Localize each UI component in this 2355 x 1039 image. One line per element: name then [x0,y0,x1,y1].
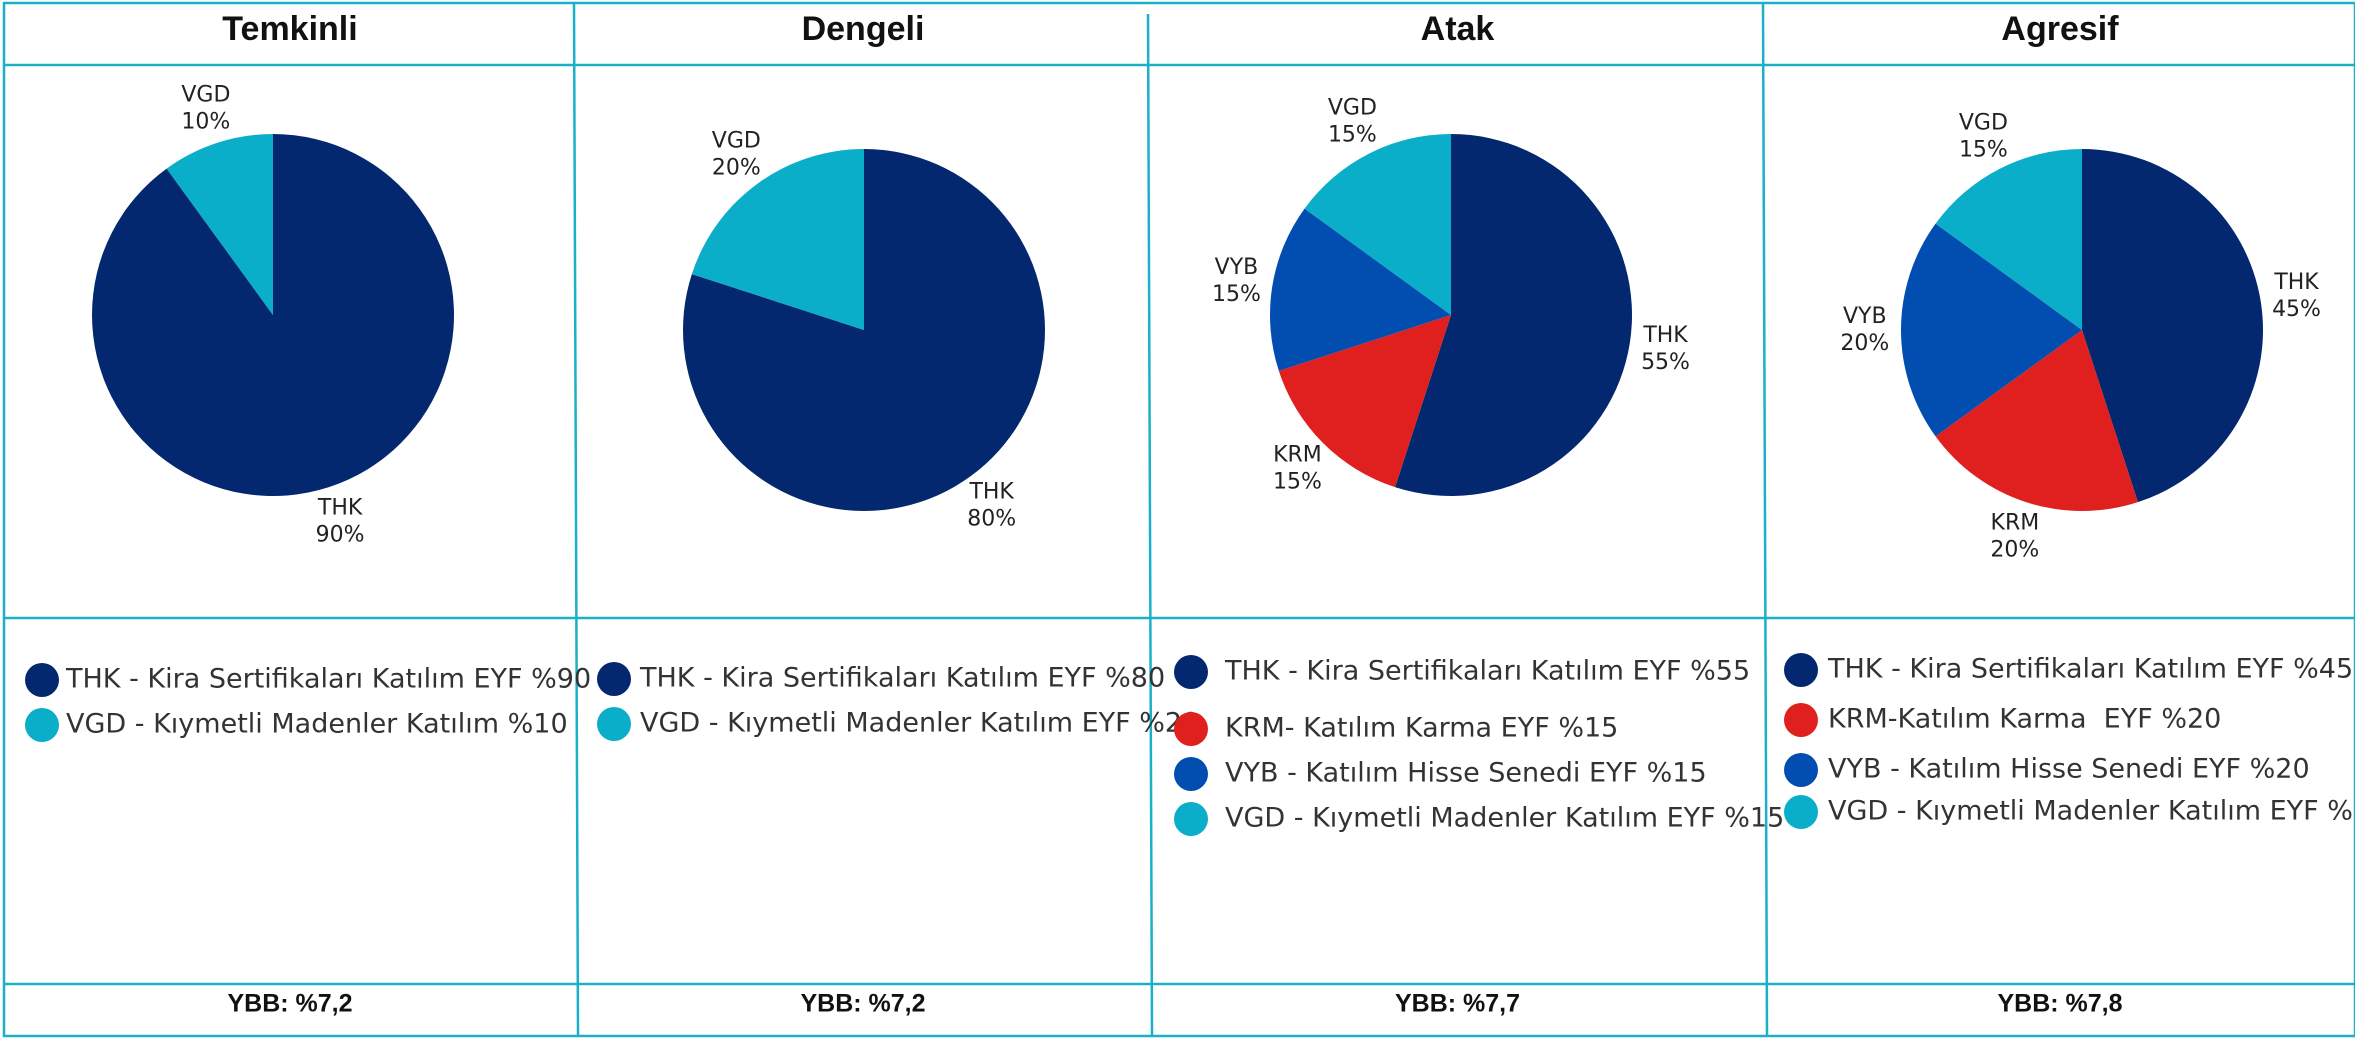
legend-marker [1174,712,1208,746]
slice-value: 10% [181,109,230,134]
legend-entry: VGD - Kıymetli Madenler Katılım EYF %20 [640,708,1199,739]
pie-slice [1901,223,2082,437]
legend-marker [1784,753,1818,787]
slice-value: 45% [2272,297,2321,322]
slice-value: 55% [1641,350,1690,375]
ybb-note: YBB: %7,7 [1395,990,1520,1018]
legend-marker [1784,653,1818,687]
legend-entry: KRM- Katılım Karma EYF %15 [1225,713,1618,744]
slice-category: KRM [1991,511,2040,536]
slice-value: 90% [316,523,365,548]
legend-marker [1784,795,1818,829]
slice-category: VYB [1215,255,1259,280]
pie-slice [2082,149,2263,503]
ybb-note: YBB: %7,2 [227,990,352,1018]
legend-entry: VGD - Kıymetli Madenler Katılım EYF %15 [1828,796,2355,827]
slice-value: 15% [1273,470,1322,495]
pie-slice [1395,134,1632,496]
column-border [572,2,580,1037]
slice-category: KRM [1273,443,1322,468]
column-border [1761,2,1769,1037]
pie-slice [1935,149,2082,330]
slice-category: VGD [181,82,230,107]
slice-value: 15% [1328,122,1377,147]
legend-entry: THK - Kira Sertifikaları Katılım EYF %90 [65,664,591,695]
slice-category: THK [317,496,363,521]
chart-title: Temkinli [222,10,357,48]
legend-entry: THK - Kira Sertifikaları Katılım EYF %80 [639,663,1165,694]
legend-entry: THK - Kira Sertifikaları Katılım EYF %45 [1827,654,2353,685]
pie-slice [1270,208,1451,371]
legend-entry: KRM-Katılım Karma EYF %20 [1828,704,2221,735]
legend-entry: VYB - Katılım Hisse Senedi EYF %20 [1828,754,2310,785]
slice-category: THK [968,480,1014,505]
slice-value: 20% [1990,538,2039,563]
pie-slice [1935,330,2138,511]
pie-slice [1278,315,1451,488]
pie-slice [166,134,273,315]
legend-entry: VYB - Katılım Hisse Senedi EYF %15 [1225,758,1707,789]
column-border [1146,13,1154,1037]
chart-title: Dengeli [802,10,925,48]
chart-title: Atak [1421,10,1495,48]
legend-marker [25,663,59,697]
slice-category: THK [1642,323,1688,348]
legend-marker [1174,655,1208,689]
pie-slice [683,149,1046,511]
legend-marker [1784,703,1818,737]
legend-entry: VGD - Kıymetli Madenler Katılım EYF %15 [1225,803,1784,834]
slice-value: 20% [712,155,761,180]
slice-value: 15% [1959,137,2008,162]
slice-value: 20% [1840,331,1889,356]
slice-category: THK [2273,270,2319,295]
slice-category: VGD [1959,110,2008,135]
ybb-note: YBB: %7,2 [800,990,925,1018]
slice-category: VYB [1843,304,1887,329]
slice-value: 80% [967,507,1016,532]
slice-category: VGD [1328,95,1377,120]
legend-marker [597,707,631,741]
ybb-note: YBB: %7,8 [1997,990,2122,1018]
legend-marker [1174,802,1208,836]
slice-category: VGD [712,128,761,153]
pie-slice [1304,134,1451,315]
legend-marker [1174,757,1208,791]
legend-entry: THK - Kira Sertifikaları Katılım EYF %55 [1224,656,1750,687]
legend-marker [597,662,631,696]
slice-value: 15% [1212,282,1261,307]
legend-entry: VGD - Kıymetli Madenler Katılım %10 [66,709,568,740]
chart-title: Agresif [2001,10,2119,48]
legend-marker [25,708,59,742]
pie-slice [691,149,864,330]
